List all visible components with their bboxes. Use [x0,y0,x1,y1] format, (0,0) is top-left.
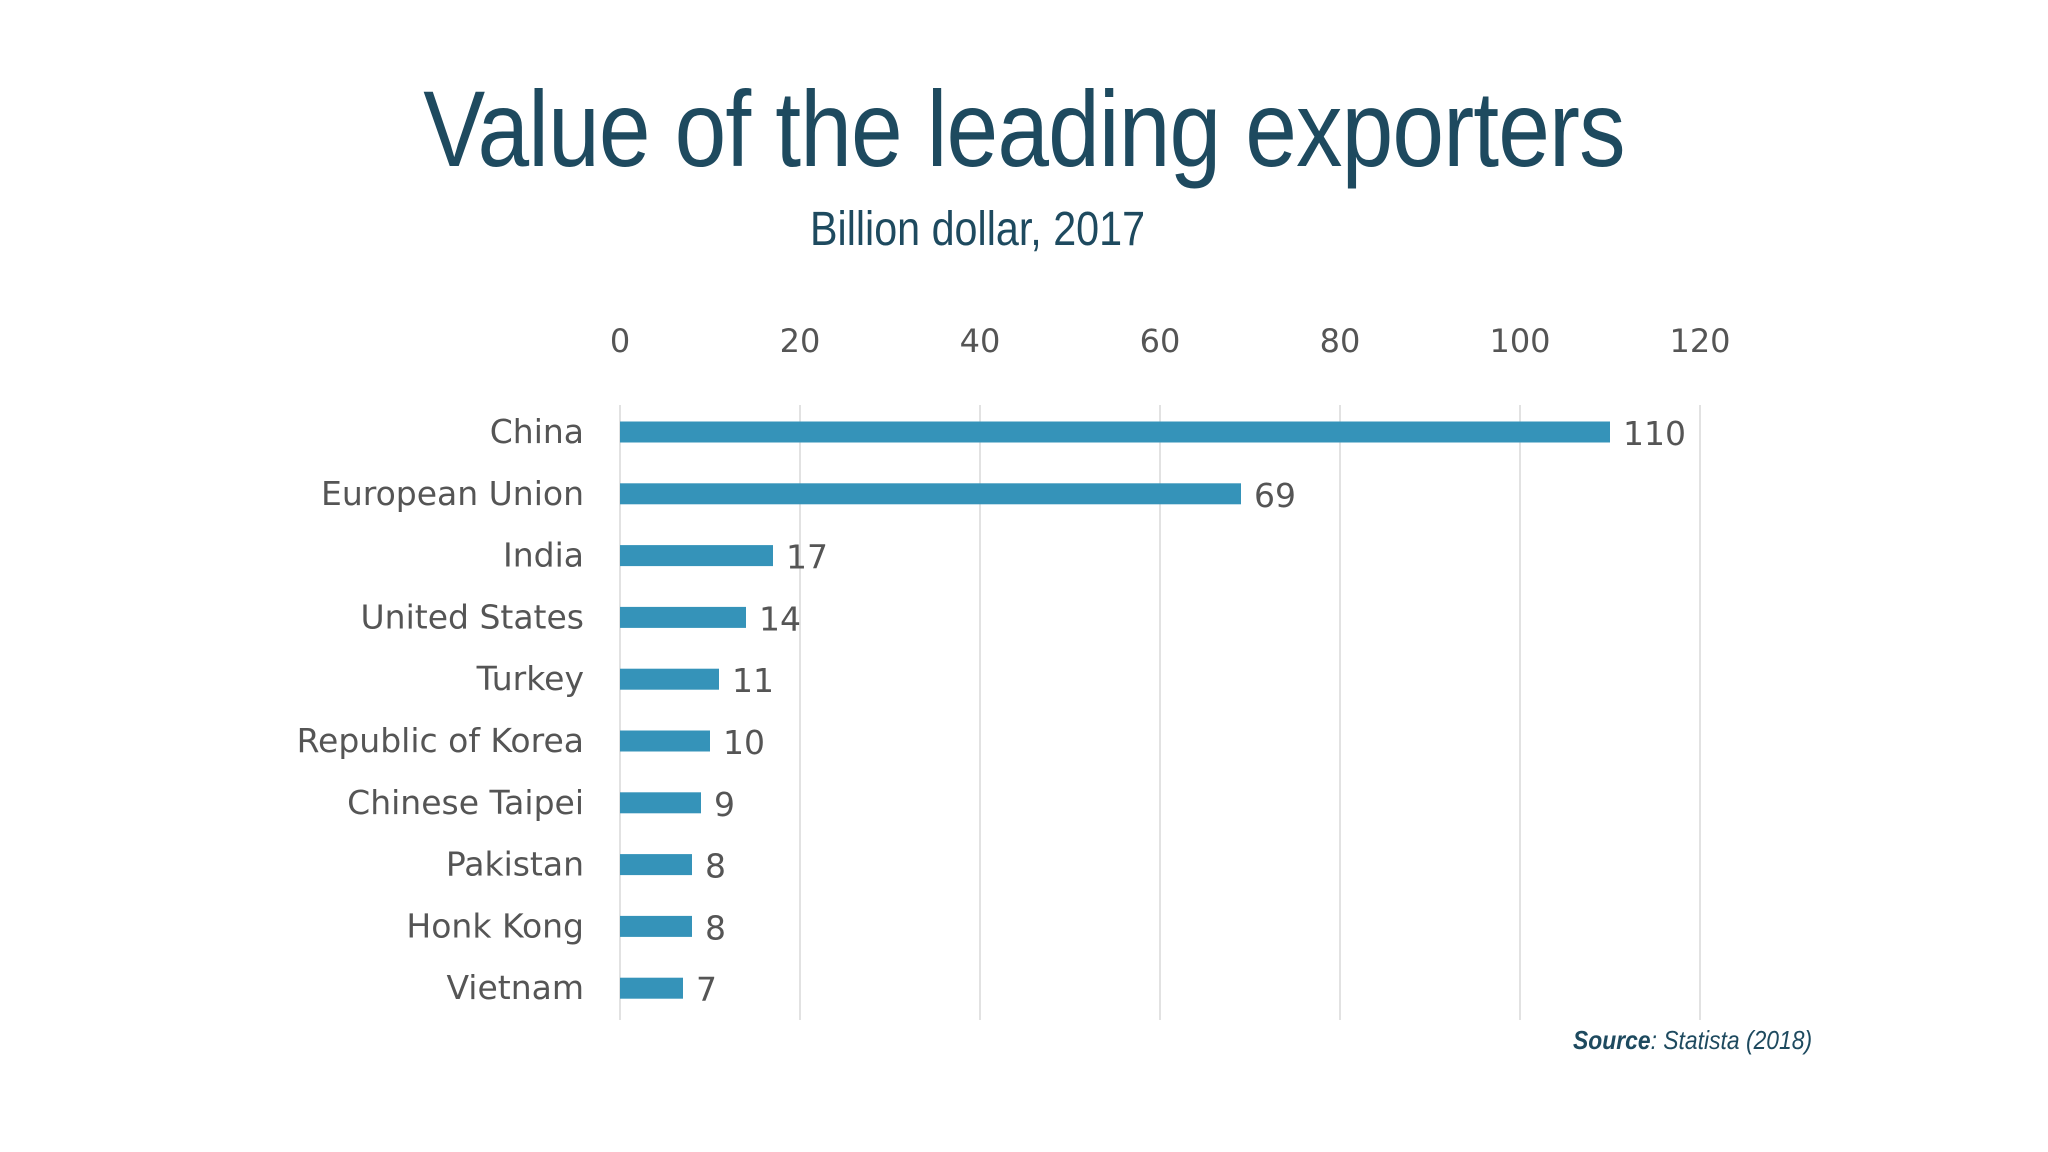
chart-subtitle: Billion dollar, 2017 [810,203,1146,256]
x-tick-label-60: 60 [1140,322,1181,360]
bar-european-union [620,483,1241,505]
chart-title: Value of the leading exporters [423,68,1625,189]
data-label-european-union: 69 [1254,476,1296,515]
x-tick-label-40: 40 [960,322,1001,360]
bar-turkey [620,668,719,690]
x-axis-ticks: 0 20 40 60 80 100 120 [610,322,1731,360]
category-label-united-states: United States [361,597,584,636]
gridlines [619,405,1701,1020]
bar-honk-kong [620,915,692,937]
x-tick-label-80: 80 [1320,322,1361,360]
category-label-pakistan: Pakistan [446,845,584,884]
x-tick-label-100: 100 [1489,322,1550,360]
data-label-republic-of-korea: 10 [723,723,765,762]
bar-united-states [620,606,746,628]
data-label-honk-kong: 8 [705,908,726,947]
bar-republic-of-korea [620,730,710,752]
category-label-chinese-taipei: Chinese Taipei [347,783,584,822]
category-label-turkey: Turkey [476,659,584,698]
bar-china [620,421,1610,443]
data-label-vietnam: 7 [696,970,717,1009]
category-label-vietnam: Vietnam [446,968,584,1007]
x-tick-label-20: 20 [780,322,821,360]
bar-vietnam [620,977,683,999]
x-tick-label-120: 120 [1669,322,1730,360]
data-label-united-states: 14 [759,599,801,638]
data-labels: 110 69 17 14 11 10 9 8 8 7 [696,414,1686,1009]
bars [620,421,1610,999]
category-labels: China European Union India United States Tur… [297,412,584,1007]
category-label-european-union: European Union [321,474,584,513]
data-label-india: 17 [786,538,828,577]
category-label-china: China [490,412,584,451]
bar-chinese-taipei [620,792,701,814]
data-label-chinese-taipei: 9 [714,785,735,824]
data-label-turkey: 11 [732,661,774,700]
source-label: Source [1573,1025,1651,1055]
category-label-india: India [503,536,584,575]
source-text: : Statista (2018) [1650,1025,1813,1055]
source-note: Source: Statista (2018) [1573,1025,1812,1056]
bar-india [620,545,773,567]
x-tick-label-0: 0 [610,322,630,360]
category-label-honk-kong: Honk Kong [406,906,584,945]
category-label-republic-of-korea: Republic of Korea [297,721,584,760]
data-label-pakistan: 8 [705,847,726,886]
bar-pakistan [620,854,692,876]
data-label-china: 110 [1623,414,1686,453]
